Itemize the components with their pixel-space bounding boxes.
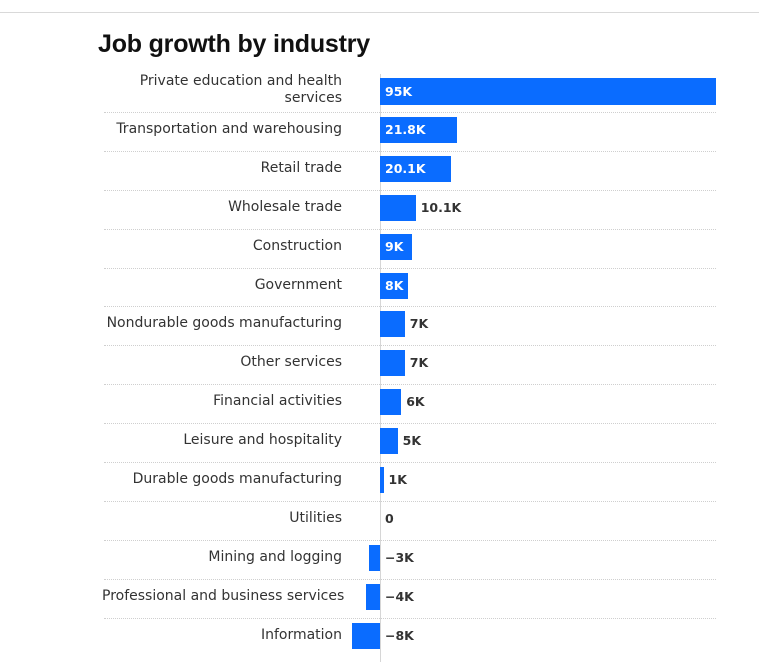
bar xyxy=(380,467,384,493)
bar xyxy=(380,311,405,338)
bar xyxy=(380,78,716,105)
category-label: Professional and business services xyxy=(102,587,345,604)
row-separator xyxy=(104,228,716,230)
category-label: Government xyxy=(254,276,342,293)
value-label: −3K xyxy=(385,549,414,565)
row-separator xyxy=(104,384,716,386)
category-label: Retail trade xyxy=(260,159,342,176)
bar xyxy=(380,272,409,299)
row-separator xyxy=(104,578,716,580)
row-separator xyxy=(104,462,716,463)
top-divider xyxy=(0,12,759,13)
bar xyxy=(380,194,416,221)
category-label: Leisure and hospitality xyxy=(183,432,342,449)
row-separator xyxy=(104,617,716,619)
bar xyxy=(380,389,402,416)
bar xyxy=(365,583,380,610)
category-label: Financial activities xyxy=(213,393,342,410)
row-separator xyxy=(104,111,716,113)
bar xyxy=(351,622,380,649)
bar xyxy=(380,116,458,143)
value-label: 1K xyxy=(388,472,407,487)
value-label: −8K xyxy=(385,627,414,643)
row-separator xyxy=(104,189,716,191)
value-label: −4K xyxy=(385,588,414,604)
category-label: Wholesale trade xyxy=(228,198,342,215)
value-label: 21.8K xyxy=(385,121,426,137)
value-label: 5K xyxy=(402,433,422,449)
chart-title: Job growth by industry xyxy=(98,30,370,58)
category-label: Mining and logging xyxy=(208,548,342,565)
bar xyxy=(380,428,398,455)
row-separator xyxy=(104,539,716,541)
category-label: Private education and health services xyxy=(139,73,342,106)
value-label: 7K xyxy=(409,316,429,332)
row-separator xyxy=(104,150,716,152)
bar xyxy=(380,233,412,260)
value-label: 6K xyxy=(406,394,425,410)
row-separator xyxy=(104,306,716,308)
category-label: Information xyxy=(260,626,342,643)
row-separator xyxy=(104,500,716,502)
value-label: 8K xyxy=(385,277,404,293)
category-label: Transportation and warehousing xyxy=(116,120,342,137)
category-label: Construction xyxy=(252,237,342,254)
category-label: Durable goods manufacturing xyxy=(132,471,342,487)
value-label: 9K xyxy=(385,238,404,254)
row-separator xyxy=(104,267,716,269)
value-label: 95K xyxy=(385,83,413,99)
bar xyxy=(369,544,380,571)
value-label: 10.1K xyxy=(420,199,462,215)
value-label: 0 xyxy=(385,510,394,526)
bar xyxy=(380,155,452,182)
value-label: 20.1K xyxy=(385,160,426,176)
value-label: 7K xyxy=(409,355,429,371)
category-label: Nondurable goods manufacturing xyxy=(106,315,342,332)
category-label: Other services xyxy=(240,354,342,371)
row-separator xyxy=(104,423,716,425)
bar xyxy=(380,350,405,377)
category-label: Utilities xyxy=(289,509,342,526)
row-separator xyxy=(104,345,716,347)
